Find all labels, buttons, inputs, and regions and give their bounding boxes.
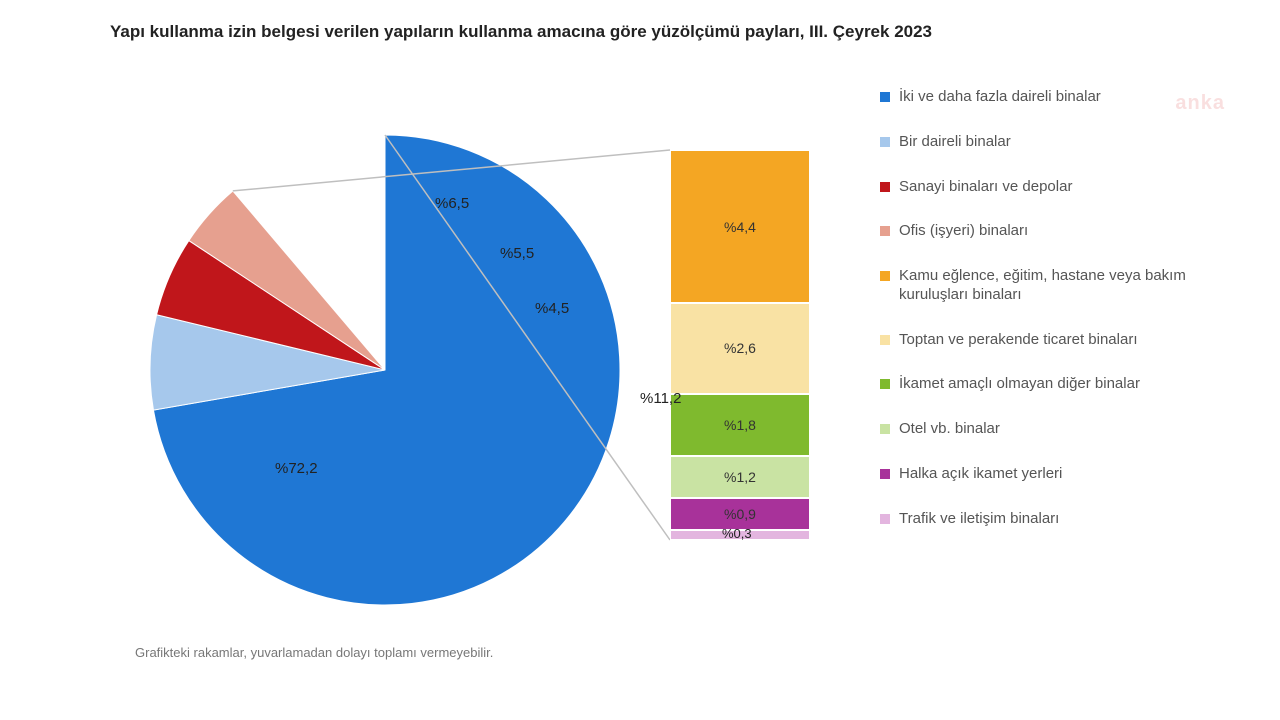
legend-swatch [880,379,890,389]
pie-slice-label: %6,5 [435,195,469,212]
legend-item: Toptan ve perakende ticaret binaları [880,331,1260,350]
legend-item: Sanayi binaları ve depolar [880,178,1260,197]
legend-label: İkamet amaçlı olmayan diğer binalar [899,375,1140,394]
breakout-segment: %1,2 [670,456,810,498]
legend: İki ve daha fazla daireli binalar Bir dai… [880,88,1260,554]
legend-label: Trafik ve iletişim binaları [899,510,1059,529]
pie-slice-label: %72,2 [275,460,318,477]
pie-chart [70,60,700,680]
breakout-segment: %1,8 [670,394,810,457]
pie-slice-label: %11,2 [640,390,681,407]
breakout-segment: %2,6 [670,303,810,394]
legend-item: Bir daireli binalar [880,133,1260,152]
legend-label: Ofis (işyeri) binaları [899,222,1028,241]
legend-swatch [880,469,890,479]
legend-swatch [880,514,890,524]
legend-item: Halka açık ikamet yerleri [880,465,1260,484]
legend-swatch [880,424,890,434]
legend-label: Bir daireli binalar [899,133,1011,152]
legend-swatch [880,137,890,147]
breakout-segment-label: %0,3 [722,526,752,541]
legend-swatch [880,92,890,102]
chart-title: Yapı kullanma izin belgesi verilen yapıl… [110,22,932,42]
legend-label: Halka açık ikamet yerleri [899,465,1062,484]
legend-label: Otel vb. binalar [899,420,1000,439]
legend-swatch [880,271,890,281]
pie-slice-label: %4,5 [535,300,569,317]
breakout-segment: %0,9 [670,498,810,529]
legend-item: İkamet amaçlı olmayan diğer binalar [880,375,1260,394]
legend-label: Toptan ve perakende ticaret binaları [899,331,1137,350]
breakout-stacked-bar: %4,4%2,6%1,8%1,2%0,9 [670,150,810,540]
legend-item: Trafik ve iletişim binaları [880,510,1260,529]
legend-label: Kamu eğlence, eğitim, hastane veya bakım… [899,267,1229,305]
legend-label: İki ve daha fazla daireli binalar [899,88,1101,107]
legend-swatch [880,182,890,192]
chart-footnote: Grafikteki rakamlar, yuvarlamadan dolayı… [135,645,493,660]
legend-item: Otel vb. binalar [880,420,1260,439]
legend-swatch [880,335,890,345]
breakout-segment: %4,4 [670,150,810,303]
watermark: anka [1175,92,1225,115]
legend-item: Kamu eğlence, eğitim, hastane veya bakım… [880,267,1260,305]
pie-slice-label: %5,5 [500,245,534,262]
legend-label: Sanayi binaları ve depolar [899,178,1072,197]
legend-swatch [880,226,890,236]
legend-item: Ofis (işyeri) binaları [880,222,1260,241]
